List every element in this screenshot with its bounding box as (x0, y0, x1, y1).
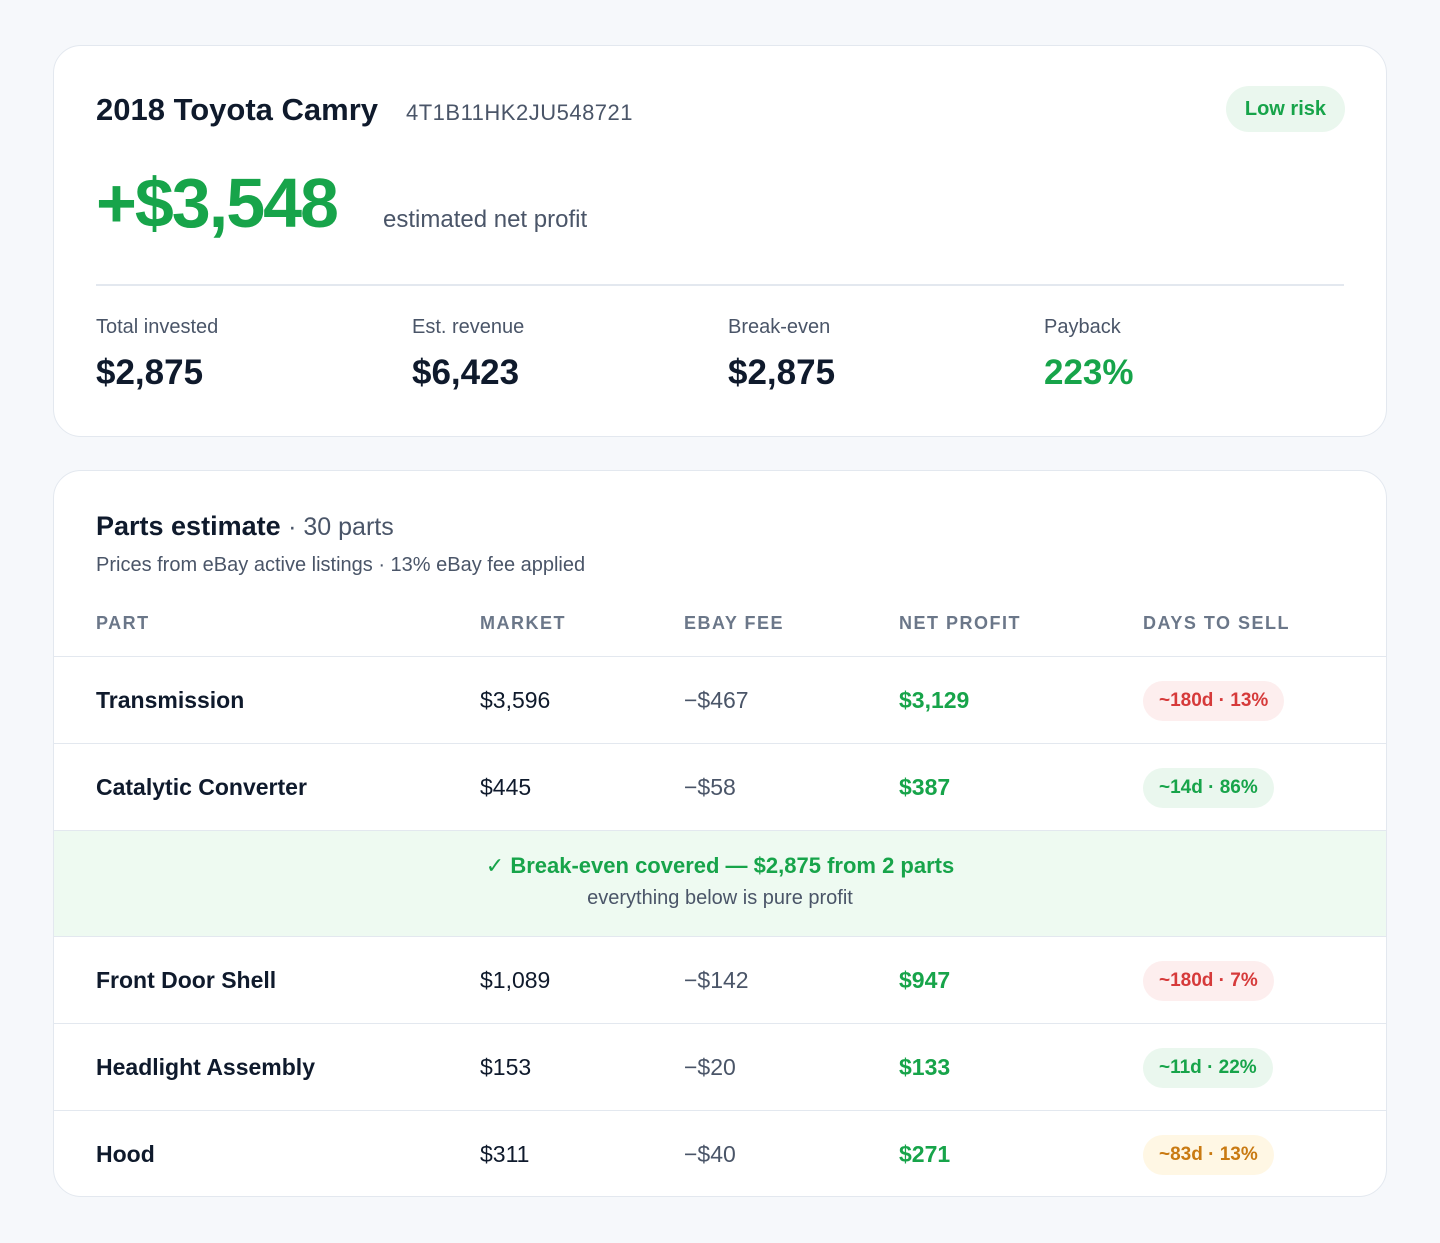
part-name: Headlight Assembly (96, 1054, 315, 1080)
part-name: Catalytic Converter (96, 774, 307, 800)
breakeven-message: ✓ Break-even covered — $2,875 from 2 par… (485, 853, 955, 878)
stat-value: $2,875 (96, 353, 204, 392)
stat-label: Payback (1044, 316, 1121, 338)
part-name: Transmission (96, 687, 245, 713)
days-to-sell-badge: ~11d · 22% (1143, 1048, 1273, 1088)
market-price: $311 (480, 1141, 530, 1167)
market-price: $445 (480, 774, 532, 800)
parts-estimate-card: Parts estimate · 30 parts Prices from eB… (53, 470, 1387, 1197)
stat-label: Est. revenue (412, 316, 525, 338)
market-price: $153 (480, 1054, 532, 1080)
ebay-fee: −$142 (684, 967, 749, 993)
ebay-fee: −$40 (684, 1141, 736, 1167)
net-profit: $271 (899, 1141, 951, 1167)
ebay-fee: −$467 (684, 687, 749, 713)
column-header-part[interactable]: PART (96, 613, 150, 633)
column-header-market[interactable]: MARKET (480, 613, 566, 633)
part-name: Hood (96, 1141, 155, 1167)
ebay-fee: −$58 (684, 774, 736, 800)
breakeven-submessage: everything below is pure profit (587, 887, 853, 909)
net-profit: $387 (899, 774, 951, 800)
stat-value: $2,875 (728, 353, 836, 392)
vin-number: 4T1B11HK2JU548721 (406, 100, 634, 125)
vehicle-summary-card: 2018 Toyota Camry 4T1B11HK2JU548721 Low … (53, 45, 1387, 437)
market-price: $1,089 (480, 967, 551, 993)
net-profit: $133 (899, 1054, 951, 1080)
column-header-ebay-fee[interactable]: EBAY FEE (684, 613, 785, 633)
net-profit: $947 (899, 967, 951, 993)
parts-count: · 30 parts (288, 513, 394, 541)
column-header-net-profit[interactable]: NET PROFIT (899, 613, 1021, 633)
ebay-fee: −$20 (684, 1054, 736, 1080)
risk-badge: Low risk (1225, 86, 1345, 132)
net-profit: $3,129 (899, 687, 970, 713)
stat-total-invested: Total invested $2,875 (96, 316, 218, 393)
net-profit-caption: estimated net profit (383, 206, 588, 233)
stat-payback: Payback 223% (1044, 316, 1134, 393)
table-row[interactable]: Front Door Shell $1,089 −$142 $947 ~180d… (54, 936, 1386, 1023)
parts-subtitle: Prices from eBay active listings · 13% e… (96, 554, 586, 576)
table-row[interactable]: Headlight Assembly $153 −$20 $133 ~11d ·… (54, 1023, 1386, 1110)
breakeven-banner: ✓ Break-even covered — $2,875 from 2 par… (54, 830, 1386, 936)
stat-value: 223% (1044, 353, 1134, 392)
table-row[interactable]: Hood $311 −$40 $271 ~83d · 13% (54, 1110, 1386, 1196)
table-row[interactable]: Transmission $3,596 −$467 $3,129 ~180d ·… (54, 656, 1386, 743)
vehicle-title: 2018 Toyota Camry (96, 92, 378, 127)
stat-break-even: Break-even $2,875 (728, 316, 835, 393)
summary-divider (96, 284, 1344, 286)
days-to-sell-badge: ~180d · 13% (1143, 681, 1285, 721)
stat-est-revenue: Est. revenue $6,423 (412, 316, 524, 393)
stat-label: Total invested (96, 316, 219, 338)
parts-title: Parts estimate · 30 parts (96, 511, 394, 542)
net-profit-value: +$3,548 (96, 164, 339, 242)
market-price: $3,596 (480, 687, 551, 713)
column-header-days-to-sell[interactable]: DAYS TO SELL (1143, 613, 1291, 633)
stat-label: Break-even (728, 316, 831, 338)
parts-title-text: Parts estimate (96, 511, 281, 541)
stat-value: $6,423 (412, 353, 520, 392)
days-to-sell-badge: ~83d · 13% (1143, 1135, 1274, 1175)
days-to-sell-badge: ~14d · 86% (1143, 768, 1274, 808)
table-row[interactable]: Catalytic Converter $445 −$58 $387 ~14d … (54, 743, 1386, 830)
part-name: Front Door Shell (96, 967, 277, 993)
days-to-sell-badge: ~180d · 7% (1143, 961, 1274, 1001)
